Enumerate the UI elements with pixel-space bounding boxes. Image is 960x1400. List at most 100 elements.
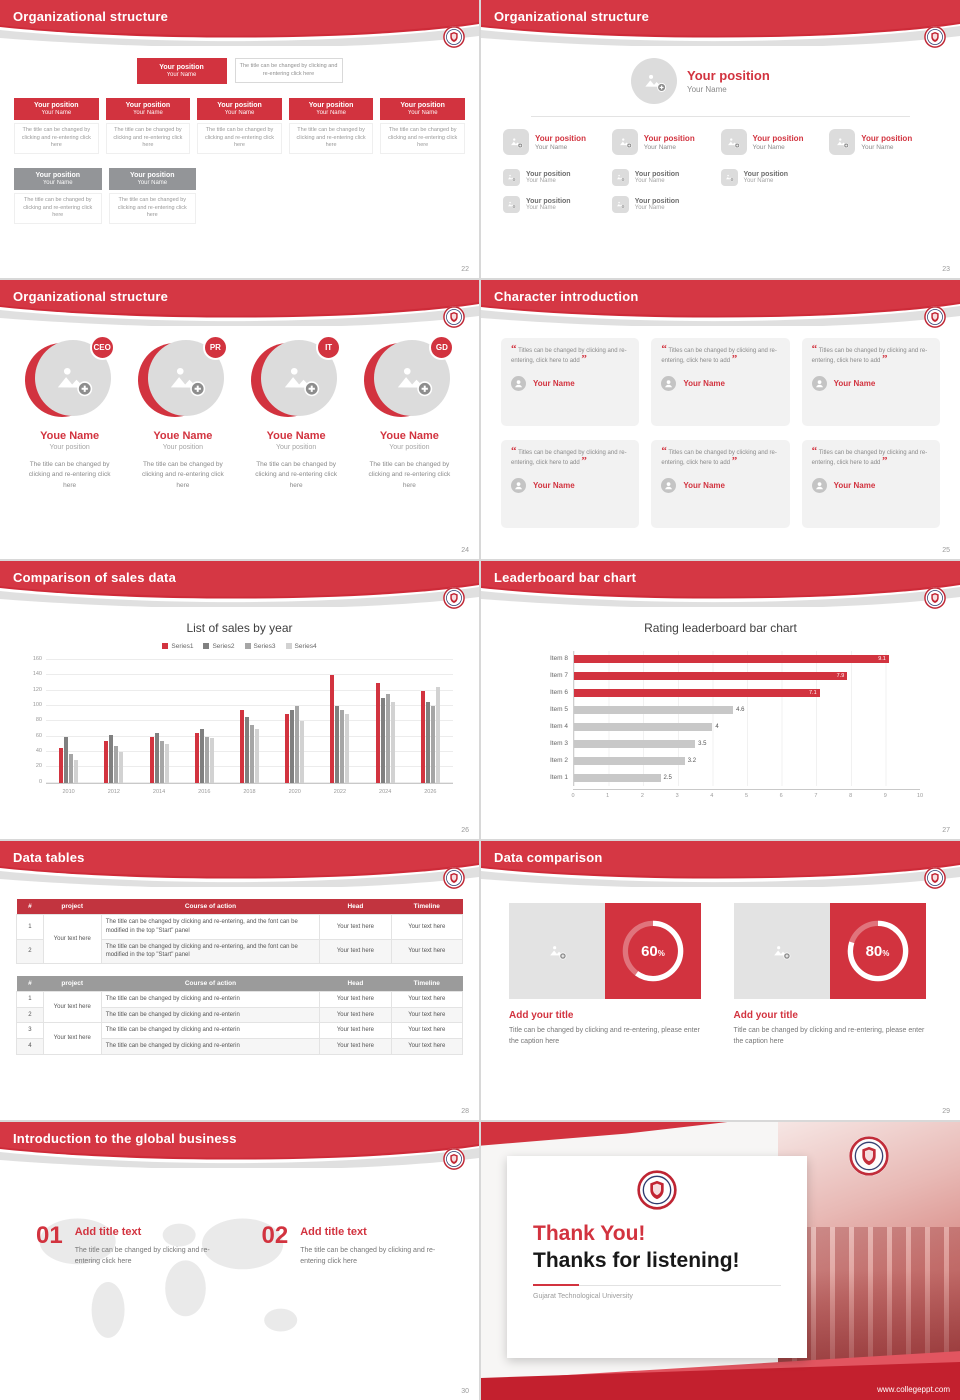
- org-root-note: The title can be changed by clicking and…: [234, 58, 343, 84]
- table-row: 2 The title can be changed by clicking a…: [16, 1006, 464, 1024]
- photo-placeholder-icon: [764, 933, 800, 969]
- avatar-icon: [511, 477, 526, 493]
- photo-placeholder-icon: [720, 129, 747, 155]
- slide-title: Comparison of sales data: [13, 569, 177, 585]
- member-desc: The title can be changed by clicking and…: [255, 461, 337, 489]
- world-map-graphic: [39, 1218, 298, 1338]
- team-member-card: IT Youe Name Your position The title can…: [245, 335, 348, 490]
- org-node: Your position Your Name The title can be c…: [288, 98, 374, 155]
- quote-card: “ Titles can be changed by clicking and …: [651, 338, 790, 427]
- photo-placeholder-icon: [631, 58, 677, 104]
- table-row: 1 Your text here The title can be change…: [16, 990, 464, 1024]
- page-number: 24: [461, 546, 469, 554]
- chart-x-axis-labels: 2010 2012 2014 2016 2018 2020 2022 2024 2026: [62, 788, 437, 795]
- open-quote-icon: “: [811, 445, 818, 458]
- chart-x-axis: 0 1 2 3 4 5 6 7 8 9 10: [571, 788, 923, 801]
- slide-26-sales-comparison-chart[interactable]: Comparison of sales data List of sales b…: [0, 560, 479, 840]
- slide-title: Character introduction: [494, 289, 639, 305]
- percent-symbol: %: [882, 948, 890, 958]
- person-name: Your Name: [683, 378, 725, 388]
- university-logo-icon: [637, 1169, 677, 1210]
- connector-line: [531, 116, 910, 117]
- org-subnode: Your position Your Name: [503, 196, 612, 213]
- person-name: Your Name: [533, 378, 575, 388]
- percent-symbol: %: [657, 948, 665, 958]
- red-corner-shape: [481, 1121, 731, 1146]
- slide-body: # project Course of action Head Timeline…: [0, 887, 479, 1119]
- org-level-2: Your position Your Name Your position Your…: [481, 169, 960, 213]
- slide-body: Rating leaderboard bar chart Item 8 9.1 It…: [481, 607, 960, 839]
- member-desc: The title can be changed by clicking and…: [28, 461, 111, 489]
- thank-you-card: Thank You! Thanks for listening! Gujarat…: [507, 1155, 807, 1358]
- slide-23-organizational-structure[interactable]: Organizational structure Your position Y…: [481, 0, 960, 279]
- slide-25-character-introduction[interactable]: Character introduction “ Titles can be c…: [481, 280, 960, 559]
- photo-placeholder-icon: [503, 169, 520, 186]
- open-quote-icon: “: [661, 445, 667, 458]
- university-logo-icon: [849, 1135, 889, 1176]
- role-badge: PR: [202, 335, 228, 361]
- org-position: Your position: [159, 64, 204, 71]
- slide-29-data-comparison[interactable]: Data comparison 60%: [481, 841, 960, 1120]
- photo-placeholder-icon: [611, 196, 629, 213]
- org-root: Your position Your Name: [631, 58, 960, 104]
- close-quote-icon: ”: [731, 454, 738, 467]
- image-placeholder: [509, 903, 605, 1000]
- org-node: Your position Your Name The title can be c…: [105, 98, 191, 155]
- org-node-root: Your position Your Name: [136, 58, 227, 84]
- slide-thank-you[interactable]: Thank You! Thanks for listening! Gujarat…: [481, 1121, 960, 1400]
- divider: [533, 1283, 781, 1286]
- org-node: Your position Your Name The title can be c…: [108, 168, 196, 225]
- slide-title: Organizational structure: [494, 9, 650, 24]
- slide-title: Organizational structure: [13, 9, 169, 24]
- member-name: Youe Name: [153, 430, 213, 443]
- university-logo-icon: [924, 867, 946, 890]
- avatar-icon: [511, 375, 526, 391]
- point-title: Add title text: [300, 1225, 367, 1238]
- close-quote-icon: ”: [731, 352, 738, 365]
- open-quote-icon: “: [511, 445, 517, 458]
- slide-27-leaderboard-chart[interactable]: Leaderboard bar chart Rating leaderboard…: [481, 560, 960, 840]
- org-level-1: Your position Your Name Your position Your…: [481, 129, 960, 155]
- slide-22-organizational-structure[interactable]: Organizational structure Your position Y…: [0, 0, 479, 279]
- quote-text: “ Titles can be changed by clicking and …: [811, 445, 928, 467]
- slide-title: Data comparison: [494, 850, 603, 866]
- avatar-icon: [661, 375, 677, 391]
- person-name: Your Name: [833, 378, 876, 388]
- team-member-card: CEO Youe Name Your position The title ca…: [18, 335, 121, 490]
- close-quote-icon: ”: [882, 352, 888, 365]
- quote-card: “ Titles can be changed by clicking and …: [801, 338, 940, 427]
- university-logo-icon: [443, 1147, 465, 1170]
- slide-30-global-business[interactable]: Introduction to the global business 01 A…: [0, 1121, 479, 1400]
- bar-chart: 0 20 40 60 80 100 120 140 160 2010 2012 2014 2016 20…: [33, 656, 453, 798]
- person-name: Your Name: [533, 480, 575, 490]
- org-level-1: Your position Your Name The title can be c…: [0, 98, 479, 155]
- university-logo-icon: [443, 867, 465, 890]
- quote-text: “ Titles can be changed by clicking and …: [661, 445, 777, 467]
- org-name: Your Name: [166, 72, 197, 78]
- org-level-2: Your position Your Name The title can be c…: [0, 168, 210, 225]
- organization-name: Gujarat Technological University: [533, 1292, 633, 1300]
- table-row: 2 The title can be changed by clicking a…: [16, 938, 464, 964]
- photo-placeholder-icon: [829, 129, 856, 155]
- role-badge: IT: [316, 335, 342, 361]
- slide-24-organizational-structure[interactable]: Organizational structure CEO Youe Name Y…: [0, 280, 479, 559]
- quote-card: “ Titles can be changed by clicking and …: [651, 440, 790, 529]
- org-subnode: Your position Your Name: [611, 169, 721, 186]
- quote-text: “ Titles can be changed by clicking and …: [511, 343, 627, 365]
- org-node: Your position Your Name: [611, 129, 721, 155]
- photo-placeholder-icon: [539, 933, 575, 969]
- point-title: Add title text: [74, 1225, 142, 1238]
- website-link[interactable]: www.collegeppt.com: [877, 1384, 950, 1394]
- slide-28-data-tables[interactable]: Data tables # project Course of action H…: [0, 841, 479, 1120]
- donut-chart: 80%: [829, 903, 926, 1000]
- member-position: Your position: [389, 444, 430, 452]
- org-node: Your position Your Name The title can be c…: [14, 98, 99, 155]
- comparison-card: 60% Add your title Title can be changed …: [509, 903, 708, 1048]
- member-name: Youe Name: [379, 430, 439, 443]
- slide-body: Your position Your Name Your position You…: [481, 46, 960, 278]
- point-desc: The title can be changed by clicking and…: [300, 1246, 436, 1266]
- photo-placeholder-icon: [503, 129, 529, 155]
- page-number: 30: [461, 1387, 469, 1395]
- slide-title: Introduction to the global business: [13, 1130, 237, 1146]
